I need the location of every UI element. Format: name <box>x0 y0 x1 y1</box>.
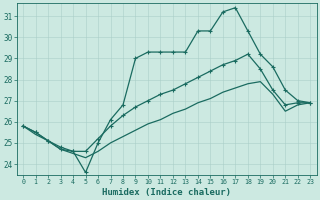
X-axis label: Humidex (Indice chaleur): Humidex (Indice chaleur) <box>102 188 231 197</box>
